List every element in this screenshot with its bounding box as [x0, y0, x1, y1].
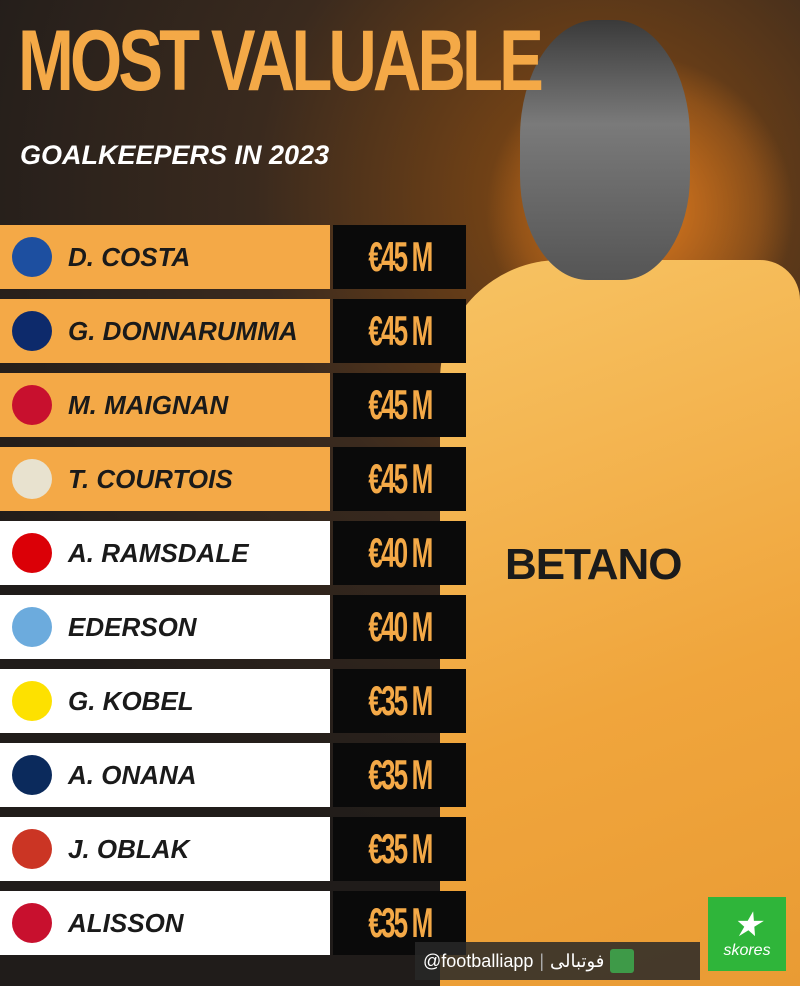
fc-porto-crest-icon — [12, 237, 52, 277]
market-value: €45 M — [333, 225, 466, 289]
player-row: M. MAIGNAN €45 M — [0, 373, 466, 437]
player-name-panel: T. COURTOIS — [0, 447, 330, 511]
player-name-panel: J. OBLAK — [0, 817, 330, 881]
player-row: G. KOBEL €35 M — [0, 669, 466, 733]
player-name: EDERSON — [68, 611, 197, 642]
market-value-text: €40 M — [367, 603, 433, 650]
market-value-text: €35 M — [367, 825, 433, 872]
market-value: €40 M — [333, 521, 466, 585]
player-name: A. ONANA — [68, 759, 197, 790]
player-row: A. ONANA €35 M — [0, 743, 466, 807]
player-name: G. DONNARUMMA — [68, 315, 298, 346]
market-value: €35 M — [333, 817, 466, 881]
market-value-text: €45 M — [367, 381, 433, 428]
footballi-logo-icon — [610, 949, 635, 973]
bvb-crest-icon — [12, 681, 52, 721]
player-row: T. COURTOIS €45 M — [0, 447, 466, 511]
player-row: J. OBLAK €35 M — [0, 817, 466, 881]
player-name: J. OBLAK — [68, 833, 190, 864]
real-madrid-crest-icon — [12, 459, 52, 499]
player-name: T. COURTOIS — [68, 463, 233, 494]
player-name-panel: A. ONANA — [0, 743, 330, 807]
market-value-text: €45 M — [367, 307, 433, 354]
player-name-panel: ALISSON — [0, 891, 330, 955]
market-value: €45 M — [333, 299, 466, 363]
atletico-crest-icon — [12, 829, 52, 869]
ac-milan-crest-icon — [12, 385, 52, 425]
player-row: D. COSTA €45 M — [0, 225, 466, 289]
page-subtitle: GOALKEEPERS IN 2023 — [20, 140, 330, 170]
player-name: ALISSON — [68, 907, 184, 938]
liverpool-crest-icon — [12, 903, 52, 943]
player-name: G. KOBEL — [68, 685, 194, 716]
skores-logo: ★ skores — [708, 897, 786, 971]
market-value: €45 M — [333, 447, 466, 511]
market-value-text: €35 M — [367, 899, 433, 946]
market-value-text: €45 M — [367, 455, 433, 502]
player-name: A. RAMSDALE — [68, 537, 249, 568]
shirt-sponsor: BETANO — [505, 540, 683, 589]
divider: | — [539, 950, 545, 971]
player-name: M. MAIGNAN — [68, 389, 229, 420]
player-name-panel: EDERSON — [0, 595, 330, 659]
player-row: EDERSON €40 M — [0, 595, 466, 659]
player-row: A. RAMSDALE €40 M — [0, 521, 466, 585]
market-value: €40 M — [333, 595, 466, 659]
market-value: €35 M — [333, 743, 466, 807]
page-title: MOST VALUABLE — [18, 13, 544, 109]
player-head — [520, 20, 690, 280]
player-name-panel: D. COSTA — [0, 225, 330, 289]
star-icon: ★ — [731, 906, 763, 944]
player-row: ALISSON €35 M — [0, 891, 466, 955]
market-value: €35 M — [333, 669, 466, 733]
player-name-panel: G. DONNARUMMA — [0, 299, 330, 363]
player-row: G. DONNARUMMA €45 M — [0, 299, 466, 363]
market-value-text: €40 M — [367, 529, 433, 576]
market-value-text: €45 M — [367, 233, 433, 280]
player-name-panel: G. KOBEL — [0, 669, 330, 733]
player-photo — [440, 260, 800, 986]
arsenal-crest-icon — [12, 533, 52, 573]
market-value-text: €35 M — [367, 677, 433, 724]
man-city-crest-icon — [12, 607, 52, 647]
player-name: D. COSTA — [68, 241, 191, 272]
market-value: €45 M — [333, 373, 466, 437]
player-name-panel: A. RAMSDALE — [0, 521, 330, 585]
player-name-panel: M. MAIGNAN — [0, 373, 330, 437]
handle: @footballiapp — [423, 950, 534, 971]
brand-name: فوتبالی — [550, 950, 605, 971]
inter-crest-icon — [12, 755, 52, 795]
skores-label: skores — [723, 942, 771, 959]
market-value-text: €35 M — [367, 751, 433, 798]
psg-crest-icon — [12, 311, 52, 351]
watermark: @footballiapp | فوتبالی — [415, 942, 700, 980]
